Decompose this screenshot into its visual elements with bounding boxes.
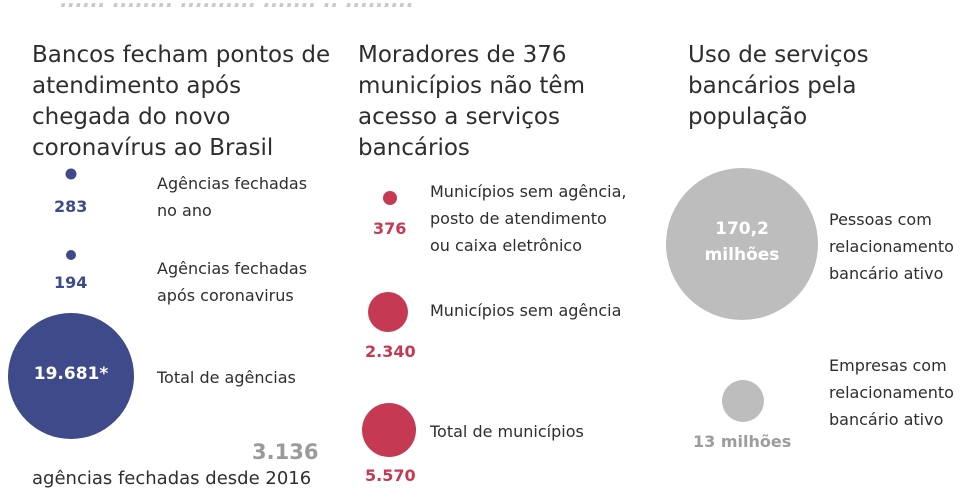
label-sem-agencia-posto: Municípios sem agência, posto de atendime… xyxy=(430,182,627,255)
value-170: 170,2 milhões xyxy=(704,219,780,265)
value-19681: 19.681* xyxy=(33,364,109,384)
bubble-13 xyxy=(722,380,764,422)
chart-municipalities-bubbles xyxy=(362,191,416,457)
value-2340: 2.340 xyxy=(365,342,416,361)
bubble-283 xyxy=(65,168,77,180)
label-fechadas-covid: Agências fechadas após coronavirus xyxy=(157,259,308,305)
chart-municipalities-title: Moradores de 376 municípios não têm aces… xyxy=(358,42,585,161)
value-5570: 5.570 xyxy=(365,466,416,485)
bubble-19681 xyxy=(8,313,134,439)
bubble-194 xyxy=(66,250,76,260)
cropped-headline-text: ...... ........ .......... ....... .. ..… xyxy=(60,0,414,10)
label-total-agencias: Total de agências xyxy=(157,368,296,387)
bubble-376 xyxy=(383,191,397,205)
value-283: 283 xyxy=(54,197,88,216)
chart-banking-usage: Uso de serviços bancários pela população… xyxy=(660,0,980,500)
chart-municipalities: Moradores de 376 municípios não têm aces… xyxy=(340,0,660,500)
value-376: 376 xyxy=(373,219,407,238)
bubble-2340 xyxy=(368,292,408,332)
chart-agencies: Bancos fecham pontos de atendimento após… xyxy=(0,0,340,500)
label-empresas: Empresas com relacionamento bancário ativo xyxy=(829,356,954,429)
chart-agencies-title: Bancos fecham pontos de atendimento após… xyxy=(32,42,331,161)
chart-agencies-bubbles xyxy=(8,168,134,439)
chart-banking-usage-bubbles xyxy=(666,168,818,422)
footer-text: agências fechadas desde 2016 xyxy=(32,468,312,489)
cropped-headline: ...... ........ .......... ....... .. ..… xyxy=(0,0,980,10)
label-pessoas: Pessoas com relacionamento bancário ativo xyxy=(829,210,954,283)
footer-number: 3.136 xyxy=(252,440,319,464)
value-194: 194 xyxy=(54,273,88,292)
value-13: 13 milhões xyxy=(693,432,792,451)
chart-banking-usage-title: Uso de serviços bancários pela população xyxy=(688,42,869,130)
bubble-5570 xyxy=(362,403,416,457)
bubble-170 xyxy=(666,168,818,320)
label-fechadas-ano: Agências fechadas no ano xyxy=(157,174,308,220)
label-sem-agencia: Municípios sem agência xyxy=(430,301,622,320)
label-total-municipios: Total de municípios xyxy=(430,422,584,441)
